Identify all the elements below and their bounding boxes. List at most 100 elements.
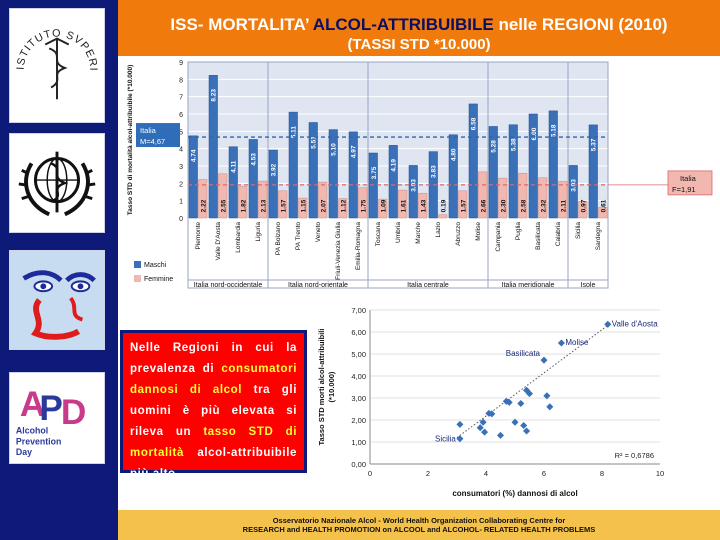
scatter-y-axis-label-2: (*10.000) [327,371,336,402]
value-label-femmine: 2.55 [220,199,227,212]
scatter-point-label: Basilicata [506,349,541,358]
region-group-label: Isole [581,282,596,289]
footer-line-2: RESEARCH and HEALTH PROMOTION on ALCOOL … [242,525,596,535]
scatter-point [540,356,548,364]
value-label-maschi: 4.11 [231,160,238,173]
italia-maschi-label-1: Italia [140,126,157,135]
iss-logo: ISTITUTO SVPERIORE DI SANITÀ [9,8,105,123]
scatter-point [488,410,496,418]
scatter-y-axis-label-1: Tasso STD morti alcol-attribuibili [317,329,326,446]
bar-femmine [238,186,248,219]
y-tick-label: 7 [179,95,183,102]
value-label-maschi: 6.11 [291,126,298,139]
scatter-y-tick-label: 1,00 [351,438,366,447]
legend-label-femmine: Femmine [144,276,173,283]
y-tick-label: 8 [179,77,183,84]
bar-maschi [288,111,298,219]
bar-femmine [258,180,268,219]
value-label-maschi: 5.28 [491,140,498,153]
bar-femmine [558,181,568,219]
italia-maschi-box [136,123,180,148]
bar-femmine [578,200,588,219]
legend-label-maschi: Maschi [144,262,167,269]
bar-maschi [308,122,318,219]
callout-highlight-2: tasso STD di mortalità [130,426,297,459]
chart-frame [187,61,609,289]
y-tick-label: 1 [179,199,183,206]
value-label-maschi: 5.38 [511,138,518,151]
value-label-maschi: 8.23 [211,89,218,102]
value-label-maschi: 3.75 [371,166,378,179]
bar-maschi [208,75,218,219]
y-tick-label: 0 [179,216,183,223]
bar-maschi [188,135,198,219]
category-label: Toscana [375,222,382,247]
bar-maschi [348,131,358,219]
value-label-maschi: 4.19 [391,159,398,172]
page-title: ISS- MORTALITA’ ALCOL-ATTRIBUIBILE nelle… [118,0,720,35]
bar-femmine [418,192,428,219]
y-axis-label: Tasso STD di mortalità alcol-attribuibil… [127,65,134,216]
scatter-x-tick-label: 4 [484,469,488,478]
title-highlight: ALCOL-ATTRIBUIBILE [312,15,494,34]
category-label: Emilia-Romagna [355,222,362,270]
category-label: Molise [475,222,482,241]
category-label: Calabria [555,222,562,247]
apd-text-1: Alcohol [16,426,48,436]
callout-box: Nelle Regioni in cui la prevalenza di co… [120,330,307,480]
apd-text-3: Day [16,447,32,457]
value-label-femmine: 2.13 [260,199,267,212]
footer: Osservatorio Nazionale Alcol - World Hea… [118,510,720,540]
value-label-femmine: 2.07 [320,199,327,212]
value-label-maschi: 4.97 [351,145,358,158]
scatter-point [479,418,487,426]
bar-femmine [438,214,448,219]
bar-femmine [498,177,508,219]
scatter-y-tick-label: 4,00 [351,372,366,381]
scatter-point [520,421,528,430]
correlation-scatter-chart: 0,00 1,00 2,00 3,00 4,00 5,00 6,00 7,00 0 2 4 6 8 10 c… [317,306,664,498]
category-label: PA Bolzano [275,222,282,256]
scatter-x-tick-label: 0 [368,469,372,478]
plot-area [188,62,608,218]
scatter-y-tick-label: 3,00 [351,394,366,403]
mortality-bar-chart: 0 1 2 3 4 5 6 7 8 9 Tasso STD di mortalità alcol-a… [127,60,713,289]
title-suffix: nelle REGIONI (2010) [493,15,668,34]
region-group-label: Italia centrale [407,282,449,289]
bar-maschi [568,165,578,219]
y-tick-label: 2 [179,181,183,188]
category-label: Lazio [435,222,442,238]
bar-maschi [588,124,598,219]
bar-femmine [318,181,328,219]
bar-maschi [488,126,498,219]
bar-femmine [518,173,528,219]
bar-maschi [448,134,458,219]
bar-femmine [218,173,228,219]
bar-maschi [508,124,518,219]
scatter-x-tick-label: 8 [600,469,604,478]
callout-text-2: tra gli uomini è più elevata si rileva u… [130,384,297,438]
value-label-maschi: 3.83 [431,165,438,178]
value-label-femmine: 0.19 [440,199,447,212]
bar-femmine [298,197,308,219]
legend-swatch-femmine [134,275,141,282]
scatter-point [525,390,534,398]
bar-maschi [328,129,338,219]
value-label-femmine: 0.61 [600,199,607,212]
trendline [456,322,611,439]
category-label: Puglia [515,222,522,240]
bar-maschi [468,103,478,219]
value-label-femmine: 1.12 [340,199,347,212]
italia-femmine-box [667,170,713,196]
scatter-point [517,399,525,408]
value-label-maschi: 5.37 [591,138,598,151]
who-logo [9,133,105,233]
value-label-femmine: 2.11 [560,199,567,212]
legend-swatch-maschi [134,261,141,268]
value-label-maschi: 5.10 [331,143,338,156]
bar-femmine [538,177,548,219]
value-label-maschi: 5.51 [311,136,318,149]
value-label-femmine: 2.22 [200,199,207,212]
scatter-point [496,431,505,439]
value-label-maschi: 4.80 [451,148,458,161]
